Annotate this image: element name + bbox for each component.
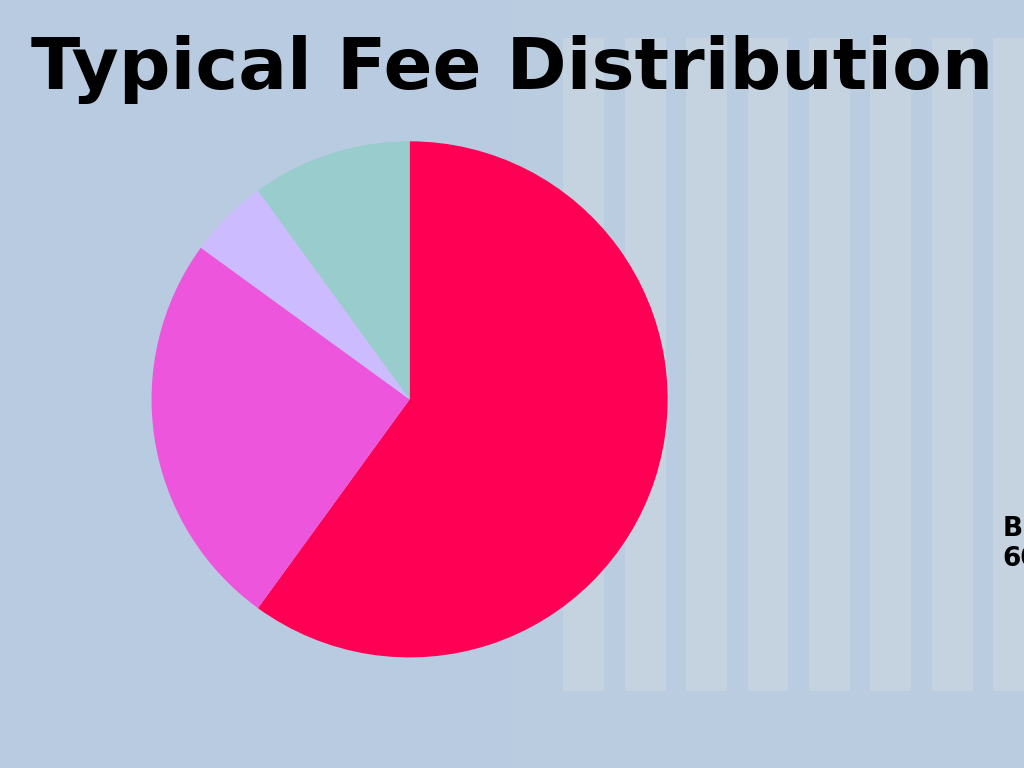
Text: Base Management Fee
60%: Base Management Fee 60% [1002, 516, 1024, 572]
Wedge shape [258, 141, 668, 657]
Text: Typical Fee Distribution: Typical Fee Distribution [31, 35, 993, 104]
Wedge shape [201, 190, 410, 399]
Wedge shape [152, 248, 410, 608]
Wedge shape [258, 141, 410, 399]
